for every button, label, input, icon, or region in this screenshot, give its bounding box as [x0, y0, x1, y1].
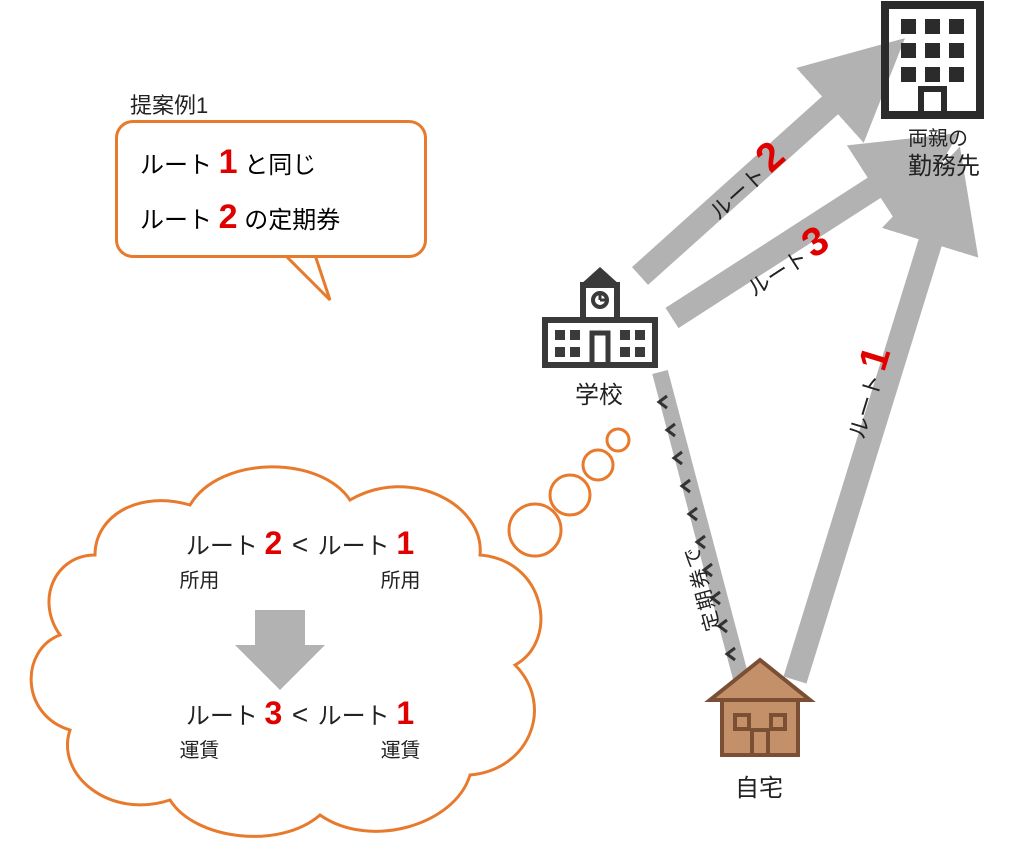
cloud-r1-left-sub: 所用 — [124, 564, 274, 593]
speech-line2-post: の定期券 — [244, 207, 340, 234]
cloud-r2-right-pre: ルート — [318, 703, 390, 730]
cloud-row2: ルート 3 < ルート 1 運賃 運賃 — [110, 695, 490, 763]
school-label: 学校 — [575, 375, 623, 410]
cloud-r1-right-sub: 所用 — [326, 564, 476, 593]
cloud-r2-right-num: 1 — [396, 695, 414, 731]
cloud-r1-cmp: < — [289, 529, 311, 561]
speech-line2-pre: ルート — [140, 207, 212, 234]
thought-cloud — [31, 429, 629, 836]
speech-line1-num: 1 — [219, 143, 238, 181]
cloud-r1-left-pre: ルート — [186, 533, 258, 560]
cloud-r2-left-sub: 運賃 — [124, 734, 274, 763]
cloud-r2-left-pre: ルート — [186, 703, 258, 730]
cloud-r2-right-sub: 運賃 — [326, 734, 476, 763]
teiki-line — [659, 372, 742, 682]
speech-line1-pre: ルート — [140, 152, 212, 179]
cloud-r2-cmp: < — [289, 699, 311, 731]
speech-line1-post: と同じ — [244, 152, 316, 179]
speech-title: 提案例1 — [130, 88, 208, 120]
cloud-r1-right-pre: ルート — [318, 533, 390, 560]
office-label: 勤務先 — [908, 146, 980, 181]
cloud-r1-right-num: 1 — [396, 525, 414, 561]
school-icon — [545, 267, 655, 365]
cloud-row1: ルート 2 < ルート 1 所用 所用 — [110, 525, 490, 593]
cloud-r2-left-num: 3 — [265, 695, 283, 731]
home-label: 自宅 — [735, 768, 783, 803]
office-icon — [885, 5, 980, 115]
cloud-r1-left-num: 2 — [265, 525, 283, 561]
speech-line2-num: 2 — [219, 198, 238, 236]
speech-bubble: ルート 1 と同じ ルート 2 の定期券 — [115, 120, 427, 258]
